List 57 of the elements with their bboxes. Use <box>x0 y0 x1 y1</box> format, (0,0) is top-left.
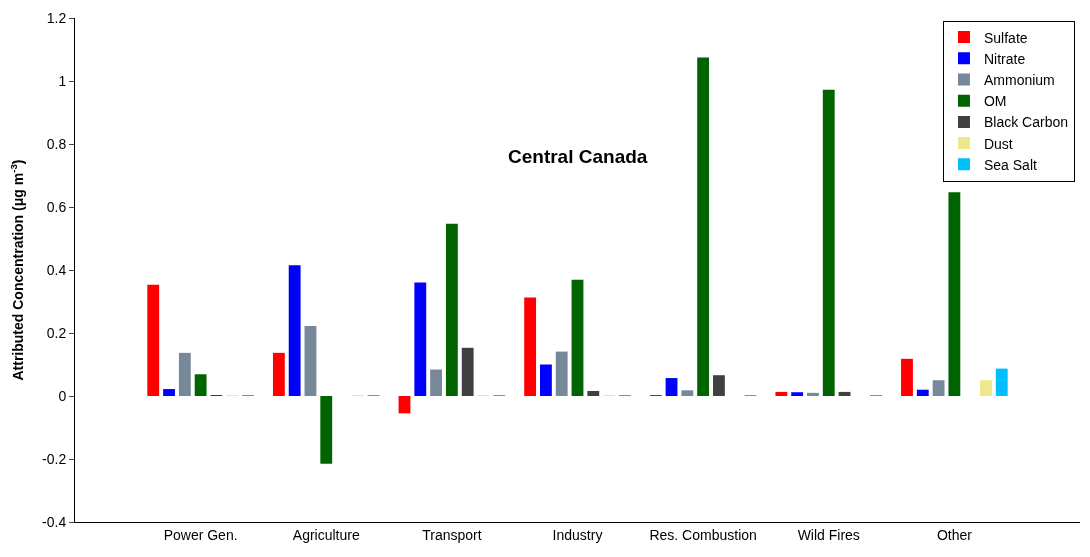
bar <box>194 374 207 396</box>
bar <box>272 352 285 396</box>
legend-label: Sea Salt <box>983 156 1038 173</box>
y-tick-label: 1.2 <box>46 9 67 26</box>
bar <box>571 279 584 396</box>
x-tick-label: Agriculture <box>292 526 360 543</box>
bar <box>539 364 552 396</box>
legend-label: Ammonium <box>983 71 1055 88</box>
legend-label: Nitrate <box>983 50 1026 67</box>
x-tick-label: Wild Fires <box>797 526 860 543</box>
bar <box>995 368 1008 396</box>
bar <box>916 389 929 396</box>
x-tick-label: Res. Combustion <box>649 526 757 543</box>
y-tick-label: 0.6 <box>46 198 67 215</box>
bar <box>555 351 568 396</box>
bar <box>445 223 458 396</box>
y-tick-label: 0.4 <box>46 261 67 278</box>
bar <box>713 375 725 396</box>
bar <box>807 392 819 396</box>
legend-label: Dust <box>983 135 1013 152</box>
bar <box>304 326 317 396</box>
x-tick-label: Power Gen. <box>163 526 238 543</box>
bar <box>587 390 600 396</box>
bar <box>932 380 945 396</box>
y-tick-label: 0 <box>58 387 67 404</box>
y-tick-label: 1 <box>58 72 67 89</box>
bar <box>178 352 191 396</box>
annotation: Central Canada <box>508 146 648 167</box>
legend-label: Black Carbon <box>983 114 1069 131</box>
bar <box>665 378 678 396</box>
x-tick-label: Industry <box>552 526 603 543</box>
bar <box>697 57 710 396</box>
bar <box>901 358 913 396</box>
bar <box>398 396 411 414</box>
bar <box>681 390 694 396</box>
bar <box>430 369 442 396</box>
bar <box>948 192 961 396</box>
bar <box>414 282 427 396</box>
bar <box>320 396 333 464</box>
bar <box>980 380 992 396</box>
x-tick-label: Other <box>936 526 973 543</box>
bar <box>147 284 160 396</box>
bar <box>775 391 788 396</box>
y-tick-label: -0.2 <box>42 450 67 467</box>
bar <box>524 297 537 396</box>
bar <box>838 391 851 396</box>
legend-label: OM <box>983 93 1007 110</box>
y-tick-label: 0.8 <box>46 135 67 152</box>
legend-label: Sulfate <box>983 29 1028 46</box>
y-tick-label: -0.4 <box>42 513 67 530</box>
bar <box>461 347 474 396</box>
bar <box>822 89 835 396</box>
bar <box>163 389 175 396</box>
y-tick-label: 0.2 <box>46 324 67 341</box>
bar <box>791 392 804 396</box>
x-tick-label: Transport <box>422 526 482 543</box>
bar <box>288 265 301 396</box>
